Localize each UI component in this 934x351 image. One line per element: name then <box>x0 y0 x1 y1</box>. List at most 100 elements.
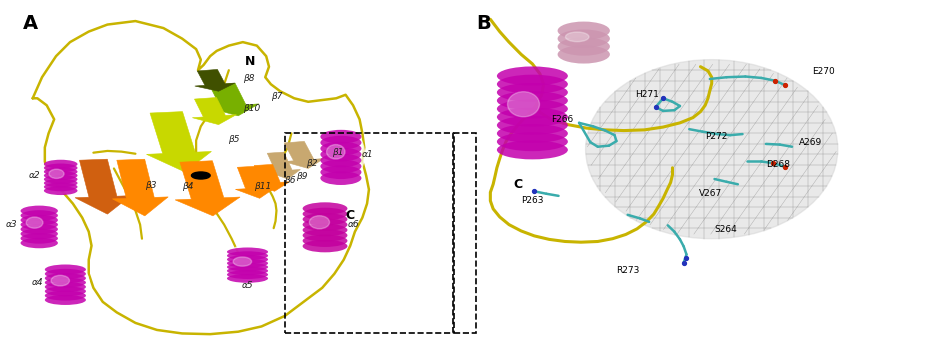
Ellipse shape <box>45 286 86 296</box>
Ellipse shape <box>45 295 86 305</box>
Ellipse shape <box>45 265 86 274</box>
Text: β10: β10 <box>243 104 261 113</box>
Ellipse shape <box>227 255 268 264</box>
Text: α4: α4 <box>32 278 43 287</box>
Text: C: C <box>346 209 355 223</box>
Ellipse shape <box>320 153 361 167</box>
Text: β5: β5 <box>228 135 240 144</box>
Ellipse shape <box>44 186 78 195</box>
Ellipse shape <box>44 171 78 180</box>
Ellipse shape <box>45 282 86 292</box>
Ellipse shape <box>309 216 330 229</box>
Ellipse shape <box>320 171 361 185</box>
Ellipse shape <box>21 210 58 221</box>
Ellipse shape <box>320 130 361 144</box>
Ellipse shape <box>299 199 351 250</box>
FancyArrow shape <box>175 161 240 216</box>
Ellipse shape <box>303 208 347 220</box>
Ellipse shape <box>18 203 61 246</box>
Ellipse shape <box>21 229 58 239</box>
FancyArrow shape <box>192 98 236 125</box>
Ellipse shape <box>554 20 614 58</box>
Ellipse shape <box>320 159 361 173</box>
Text: B: B <box>476 14 491 33</box>
Ellipse shape <box>303 229 347 241</box>
Ellipse shape <box>227 263 268 271</box>
Text: P272: P272 <box>705 132 728 141</box>
Text: β4: β4 <box>182 181 193 191</box>
Ellipse shape <box>44 183 78 191</box>
FancyArrow shape <box>75 159 131 214</box>
Ellipse shape <box>44 179 78 187</box>
FancyArrow shape <box>235 166 276 198</box>
Ellipse shape <box>558 29 610 48</box>
Text: E270: E270 <box>813 67 835 77</box>
FancyArrow shape <box>112 159 168 216</box>
Ellipse shape <box>303 224 347 236</box>
Ellipse shape <box>497 66 568 85</box>
Ellipse shape <box>227 274 268 283</box>
Bar <box>285 133 453 333</box>
Ellipse shape <box>44 164 78 172</box>
Ellipse shape <box>558 45 610 64</box>
Ellipse shape <box>497 116 568 135</box>
Text: P263: P263 <box>521 196 544 205</box>
Text: α2: α2 <box>29 171 40 180</box>
Ellipse shape <box>49 169 64 178</box>
Text: C: C <box>514 178 523 191</box>
FancyArrow shape <box>267 152 301 179</box>
Text: α6: α6 <box>347 220 359 229</box>
Text: A: A <box>23 14 38 33</box>
Text: β11: β11 <box>254 181 272 191</box>
Ellipse shape <box>41 157 80 194</box>
Ellipse shape <box>558 21 610 40</box>
Ellipse shape <box>497 83 568 102</box>
Text: β1: β1 <box>332 148 343 157</box>
Ellipse shape <box>303 202 347 215</box>
Ellipse shape <box>491 60 573 158</box>
Text: β6: β6 <box>285 176 296 185</box>
FancyArrow shape <box>195 69 235 91</box>
Text: N: N <box>245 55 256 68</box>
Ellipse shape <box>234 257 251 266</box>
Circle shape <box>191 172 210 179</box>
Ellipse shape <box>44 160 78 168</box>
Ellipse shape <box>21 224 58 234</box>
Text: H271: H271 <box>635 90 659 99</box>
Text: α5: α5 <box>242 280 253 290</box>
Ellipse shape <box>227 251 268 260</box>
FancyArrow shape <box>284 141 324 168</box>
Text: D268: D268 <box>766 160 790 170</box>
Text: β9: β9 <box>296 172 308 181</box>
Ellipse shape <box>21 219 58 230</box>
Text: α3: α3 <box>6 220 17 229</box>
Ellipse shape <box>303 218 347 231</box>
Ellipse shape <box>45 278 86 287</box>
Ellipse shape <box>320 147 361 161</box>
Text: R273: R273 <box>616 266 640 275</box>
Ellipse shape <box>21 238 58 248</box>
Ellipse shape <box>227 270 268 279</box>
Ellipse shape <box>318 126 364 183</box>
Ellipse shape <box>44 167 78 176</box>
Ellipse shape <box>497 99 568 118</box>
Ellipse shape <box>303 213 347 225</box>
Text: β8: β8 <box>244 73 255 82</box>
Ellipse shape <box>327 145 345 159</box>
Ellipse shape <box>21 206 58 216</box>
Text: β2: β2 <box>305 159 318 168</box>
Ellipse shape <box>224 245 271 282</box>
Bar <box>454 133 476 333</box>
Ellipse shape <box>21 215 58 225</box>
Ellipse shape <box>497 91 568 110</box>
Ellipse shape <box>497 75 568 94</box>
Ellipse shape <box>42 262 89 303</box>
Ellipse shape <box>320 142 361 155</box>
Ellipse shape <box>565 32 589 42</box>
Ellipse shape <box>45 269 86 279</box>
Ellipse shape <box>497 124 568 143</box>
Ellipse shape <box>497 132 568 151</box>
Text: α1: α1 <box>361 150 373 159</box>
FancyArrow shape <box>147 112 211 172</box>
Ellipse shape <box>26 217 43 228</box>
